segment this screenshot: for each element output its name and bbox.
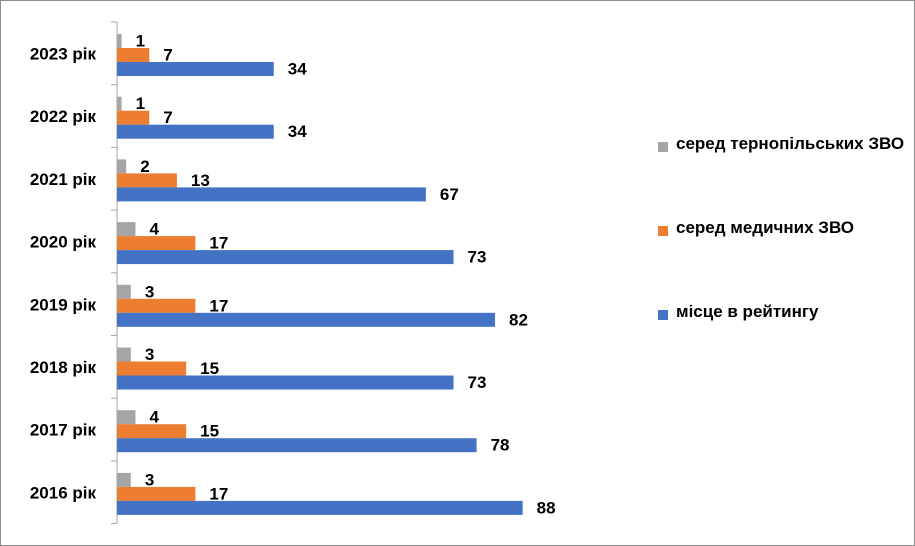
data-label: 3 [145, 282, 154, 301]
data-label: 7 [163, 108, 172, 127]
legend-swatch [658, 226, 668, 236]
bar [117, 472, 131, 487]
bar [117, 347, 131, 362]
bar [117, 250, 454, 265]
bar [117, 438, 477, 453]
bar [117, 159, 127, 174]
data-label: 82 [509, 310, 528, 329]
legend-item: серед медичних ЗВО [658, 218, 908, 242]
data-label: 4 [149, 408, 159, 427]
legend-swatch [658, 310, 668, 320]
bar [117, 298, 196, 313]
data-label: 15 [200, 359, 219, 378]
data-label: 1 [136, 31, 145, 50]
bar [117, 375, 454, 390]
bar [117, 62, 274, 76]
data-label: 17 [209, 484, 228, 503]
data-label: 88 [537, 498, 556, 517]
legend-swatch [658, 142, 668, 152]
data-label: 7 [163, 45, 172, 64]
data-label: 78 [491, 436, 510, 455]
legend-label: серед медичних ЗВО [676, 218, 855, 237]
bar [117, 48, 150, 62]
data-label: 73 [468, 248, 487, 267]
category-label: 2017 рік [30, 421, 97, 440]
bar [117, 173, 177, 188]
data-label: 13 [191, 171, 210, 190]
legend-label: серед тернопільських ЗВО [676, 134, 905, 153]
bar [117, 110, 150, 125]
category-label: 2018 рік [30, 358, 97, 377]
data-label: 15 [200, 422, 219, 441]
data-label: 67 [440, 185, 459, 204]
bar [117, 96, 122, 111]
data-label: 34 [288, 59, 307, 78]
category-label: 2022 рік [30, 107, 97, 126]
bar [117, 222, 136, 237]
data-label: 3 [145, 470, 154, 489]
category-label: 2019 рік [30, 295, 97, 314]
bar [117, 500, 523, 515]
bar [117, 361, 187, 376]
bar [117, 124, 274, 139]
bar [117, 187, 426, 202]
bar [117, 34, 122, 48]
bar [117, 284, 131, 299]
category-label: 2020 рік [30, 233, 97, 252]
data-label: 4 [149, 220, 159, 239]
data-label: 3 [145, 345, 154, 364]
legend-item: серед тернопільських ЗВО [658, 134, 908, 158]
bar [117, 424, 187, 439]
data-label: 17 [209, 234, 228, 253]
legend-label: місце в рейтингу [676, 302, 819, 321]
data-label: 34 [288, 122, 307, 141]
category-label: 2016 рік [30, 483, 97, 502]
bar [117, 236, 196, 251]
bar [117, 312, 496, 327]
category-label: 2023 рік [30, 44, 97, 63]
data-label: 1 [136, 94, 145, 113]
data-label: 17 [209, 296, 228, 315]
legend-item: місце в рейтингу [658, 302, 908, 326]
category-label: 2021 рік [30, 170, 97, 189]
bar [117, 410, 136, 425]
data-label: 2 [140, 157, 149, 176]
data-label: 73 [468, 373, 487, 392]
bar [117, 486, 196, 501]
